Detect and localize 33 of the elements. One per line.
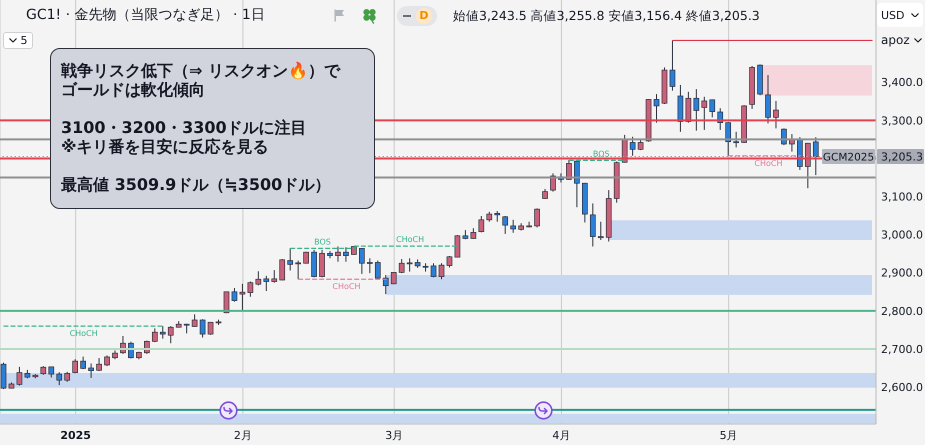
- x-tick-label: 4月: [552, 428, 570, 442]
- y-tick-label: 2,600.0: [881, 380, 923, 394]
- annotation: D: [416, 8, 432, 24]
- text: apoz: [881, 33, 910, 48]
- series-label: CHoCH: [70, 329, 98, 338]
- x-tick-label: 2025: [60, 428, 91, 442]
- y-tick-label: 2,800.0: [881, 304, 923, 318]
- y-tick-label: 3,100.0: [881, 190, 923, 204]
- y-tick-label: 3,300.0: [881, 114, 923, 128]
- y-tick-label: 3,205.3: [881, 150, 923, 164]
- x-tick-label: 3月: [385, 428, 404, 442]
- annotation: 戦争リスク低下（⇒ リスクオン🔥）で: [61, 61, 342, 80]
- series-label: BOS: [592, 149, 610, 158]
- text: GC1! · 金先物（当限つなぎ足） · 1日: [26, 7, 265, 24]
- y-tick-label: 3,000.0: [881, 228, 923, 242]
- x-tick-label: 2月: [234, 428, 252, 442]
- dropdown-field: USD: [877, 3, 923, 27]
- x-tick-label: 5月: [720, 428, 738, 442]
- y-tick-label: 2,700.0: [881, 342, 923, 356]
- annotation: 5: [20, 34, 28, 47]
- text: 始値3,243.5 高値3,255.8 安値3,156.4 終値3,205.3: [453, 8, 760, 24]
- annotation: 最高値 3509.9ドル（≒3500ドル）: [61, 175, 332, 194]
- series-label: CHoCH: [332, 282, 360, 292]
- annotation: ゴールドは軟化傾向: [61, 80, 206, 99]
- y-tick-label: 3,400.0: [881, 76, 923, 90]
- y-tick-label: 2,900.0: [881, 266, 923, 280]
- annotation: 3100・3200・3300ドルに注目: [61, 118, 308, 137]
- annotation: ※キリ番を目安に反応を見る: [61, 137, 270, 156]
- series-label: CHoCH: [754, 158, 783, 168]
- series-label: BOS: [314, 237, 331, 246]
- ref-line-label: GCM2025: [822, 151, 874, 164]
- series-label: CHoCH: [396, 235, 424, 244]
- y-axis-title: USD: [881, 8, 905, 22]
